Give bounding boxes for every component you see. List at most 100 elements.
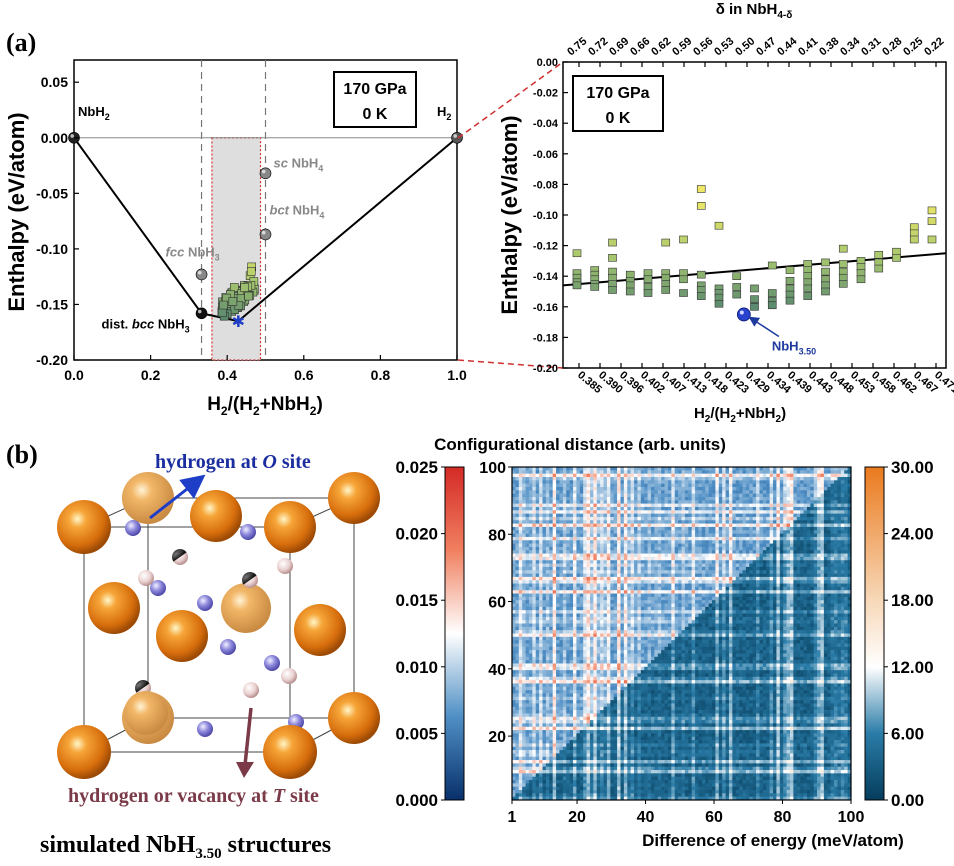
heatmap-cell [528, 616, 533, 621]
heatmap-cell [586, 613, 591, 618]
heatmap-cell [549, 593, 553, 598]
zoom-y-tick-label: -0.20 [533, 363, 558, 375]
heatmap-cell [525, 470, 530, 474]
heatmap-cell [773, 513, 777, 518]
heatmap-cell [701, 506, 706, 511]
heatmap-cell [596, 583, 601, 588]
point-highlight [197, 270, 202, 275]
heatmap-cell [535, 536, 540, 541]
heatmap-cell [715, 510, 720, 514]
heatmap-cell [654, 480, 659, 484]
heatmap-cell [681, 613, 686, 618]
heatmap-cell [725, 523, 730, 528]
heatmap-cell [732, 483, 737, 488]
heatmap-cell [681, 510, 686, 514]
heatmap-cell [549, 496, 553, 501]
heatmap-cell [556, 516, 560, 521]
heatmap-cell [667, 530, 672, 534]
heatmap-cell [847, 473, 852, 478]
heatmap-cell [732, 473, 737, 478]
heatmap-cell [813, 523, 818, 528]
heatmap-cell [620, 596, 625, 601]
heatmap-cell [671, 546, 676, 551]
heatmap-cell [576, 543, 581, 548]
heatmap-cell [745, 583, 750, 588]
heatmap-cell [637, 467, 642, 471]
heatmap-cell [562, 546, 567, 551]
heatmap-cell [589, 586, 594, 591]
heatmap-cell [837, 576, 842, 581]
heatmap-cell [674, 593, 679, 598]
heatmap-cell [695, 590, 699, 594]
heatmap-cell [800, 473, 804, 478]
heatmap-cell [532, 573, 537, 578]
heatmap-cell [586, 610, 591, 614]
heatmap-cell [834, 530, 838, 534]
heatmap-cell [844, 483, 848, 488]
heatmap-cell [667, 543, 672, 548]
heatmap-cell [545, 586, 550, 591]
heatmap-cell [695, 523, 699, 528]
heatmap-cell [515, 610, 520, 614]
heatmap-cell [617, 530, 621, 534]
heatmap-cell [634, 563, 638, 568]
heatmap-cell [647, 493, 652, 498]
heatmap-cell [532, 610, 537, 614]
heatmap-cell [644, 606, 648, 611]
heatmap-cell [701, 546, 706, 551]
heatmap-cell [759, 530, 764, 534]
heatmap-cell [756, 580, 760, 584]
heatmap-cell [576, 593, 581, 598]
heatmap-cell [813, 596, 818, 601]
heatmap-cell [810, 573, 815, 578]
heatmap-cell [606, 593, 611, 598]
heatmap-cell [644, 543, 648, 548]
heatmap-cell [840, 533, 845, 538]
heatmap-cell [556, 570, 560, 574]
heatmap-cell [789, 516, 794, 521]
heatmap-cell [600, 613, 604, 618]
heatmap-cell [728, 586, 733, 591]
heatmap-cell [661, 586, 665, 591]
heatmap-cell [576, 613, 581, 618]
heatmap-cell [773, 536, 777, 541]
heatmap-cell [535, 500, 540, 504]
heatmap-cell [725, 580, 730, 584]
heatmap-cell [728, 476, 733, 481]
heatmap-cell [817, 570, 821, 574]
heatmap-cell [559, 593, 564, 598]
heatmap-cell [806, 586, 811, 591]
candidate-square [219, 300, 228, 310]
heatmap-cell [600, 516, 604, 521]
heatmap-cell [817, 496, 821, 501]
heatmap-cell [573, 560, 577, 564]
heatmap-cell [620, 566, 625, 571]
heatmap-cell [827, 546, 831, 551]
heatmap-cell [562, 556, 567, 561]
heatmap-cell [515, 513, 520, 518]
zoom-candidate-square [785, 276, 795, 285]
heatmap-cell [664, 613, 669, 618]
heatmap-cell [739, 493, 743, 498]
heatmap-cell [759, 563, 764, 568]
heatmap-cell [725, 540, 730, 544]
heatmap-cell [745, 467, 750, 471]
heatmap-cell [800, 546, 804, 551]
heatmap-cell [542, 556, 547, 561]
heatmap-cell [756, 503, 760, 508]
heatmap-cell [725, 526, 730, 531]
heatmap-cell [803, 510, 808, 514]
h-octahedral-atom [264, 655, 280, 671]
heatmap-cell [678, 483, 682, 488]
heatmap-cell [830, 550, 835, 554]
heatmap-cell [779, 516, 784, 521]
heatmap-cell [732, 570, 737, 574]
heatmap-cell [813, 563, 818, 568]
heatmap-cell [606, 530, 611, 534]
heatmap-cell [759, 493, 764, 498]
heatmap-cell [603, 576, 608, 581]
heatmap-cell [657, 560, 662, 564]
heatmap-cell [623, 467, 628, 471]
heatmap-cell [708, 603, 713, 608]
heatmap-cell [549, 486, 553, 491]
